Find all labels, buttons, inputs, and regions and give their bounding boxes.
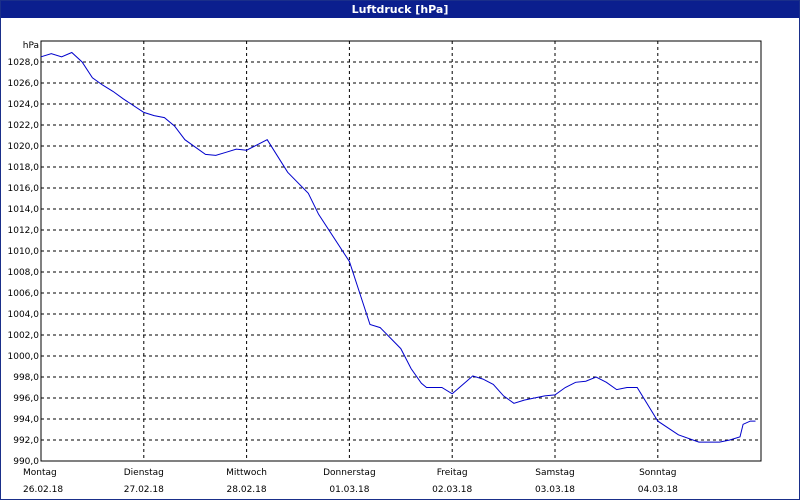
y-tick-label: 1022,0 bbox=[8, 121, 40, 131]
x-tick-day: Dienstag bbox=[124, 468, 164, 478]
x-tick-date: 28.02.18 bbox=[227, 485, 267, 495]
y-tick-label: 998,0 bbox=[13, 373, 39, 383]
y-tick-label: 1020,0 bbox=[8, 142, 40, 152]
y-tick-label: 1008,0 bbox=[8, 268, 40, 278]
y-tick-label: 990,0 bbox=[13, 457, 39, 467]
x-axis-labels: Montag 26.02.18 Dienstag 27.02.18 Mittwoch 28… bbox=[23, 468, 678, 495]
x-tick-date: 03.03.18 bbox=[535, 485, 575, 495]
x-tick-date: 26.02.18 bbox=[23, 485, 63, 495]
y-tick-label: 1010,0 bbox=[8, 247, 40, 257]
y-tick-label: 996,0 bbox=[13, 394, 39, 404]
x-tick-day: Sonntag bbox=[639, 468, 676, 478]
y-tick-label: 1006,0 bbox=[8, 289, 40, 299]
x-tick-day: Samstag bbox=[535, 468, 574, 478]
y-tick-label: 1026,0 bbox=[8, 79, 40, 89]
y-tick-label: 1000,0 bbox=[8, 352, 40, 362]
y-axis-unit: hPa bbox=[23, 41, 39, 51]
y-tick-label: 994,0 bbox=[13, 415, 39, 425]
x-tick-date: 04.03.18 bbox=[638, 485, 678, 495]
y-tick-label: 1002,0 bbox=[8, 331, 40, 341]
x-tick-date: 02.03.18 bbox=[432, 485, 472, 495]
y-tick-label: 1016,0 bbox=[8, 184, 40, 194]
plot-frame bbox=[40, 40, 762, 462]
y-tick-label: 1014,0 bbox=[8, 205, 40, 215]
y-tick-label: 1004,0 bbox=[8, 310, 40, 320]
y-tick-label: 1024,0 bbox=[8, 100, 40, 110]
chart-title: Luftdruck [hPa] bbox=[1, 1, 799, 18]
x-tick-date: 27.02.18 bbox=[124, 485, 164, 495]
y-tick-label: 1028,0 bbox=[8, 58, 40, 68]
x-tick-day: Donnerstag bbox=[323, 468, 376, 478]
grid bbox=[41, 41, 761, 462]
y-tick-label: 1012,0 bbox=[8, 226, 40, 236]
x-tick-day: Mittwoch bbox=[226, 468, 267, 478]
x-tick-date: 01.03.18 bbox=[329, 485, 369, 495]
y-axis-labels: 990,0 992,0 994,0 996,0 998,0 1000,0 1002,0 100… bbox=[8, 58, 40, 467]
pressure-line bbox=[40, 51, 756, 443]
y-tick-label: 1018,0 bbox=[8, 163, 40, 173]
y-tick-label: 992,0 bbox=[13, 436, 39, 446]
x-tick-day: Montag bbox=[23, 468, 57, 478]
x-tick-day: Freitag bbox=[437, 468, 468, 478]
